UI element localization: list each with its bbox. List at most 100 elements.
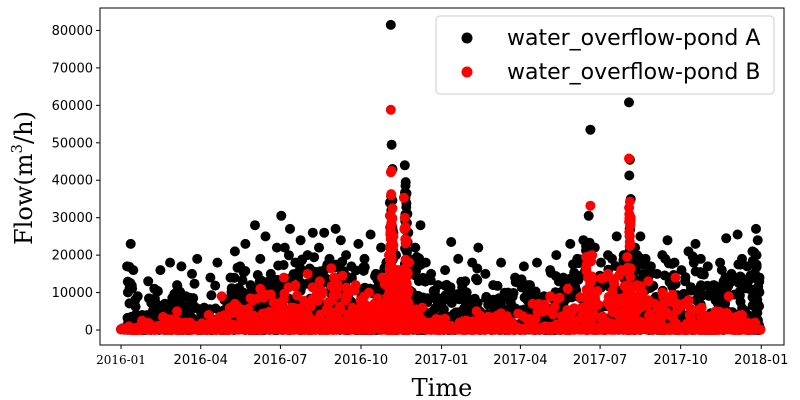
data-point xyxy=(376,242,387,253)
data-point xyxy=(229,246,240,257)
data-point xyxy=(616,265,627,276)
data-point xyxy=(622,252,633,262)
data-point-fill xyxy=(403,285,414,296)
data-point xyxy=(180,291,191,302)
data-point xyxy=(245,293,256,304)
data-point xyxy=(737,253,747,264)
data-point xyxy=(216,291,227,302)
data-point xyxy=(545,291,556,302)
data-point xyxy=(420,257,431,268)
data-point xyxy=(635,231,646,242)
data-point xyxy=(410,242,421,253)
data-point xyxy=(386,165,397,176)
data-point xyxy=(388,231,399,242)
data-point xyxy=(324,253,335,264)
data-point-fill xyxy=(554,292,565,303)
data-point-fill xyxy=(570,282,581,293)
data-point-fill xyxy=(422,293,433,304)
data-point xyxy=(187,268,197,279)
data-point xyxy=(603,250,613,261)
data-point-fill xyxy=(684,310,695,320)
data-point-fill xyxy=(292,290,303,301)
data-point-fill xyxy=(625,240,636,251)
data-point xyxy=(415,220,426,231)
data-point-fill xyxy=(625,271,636,282)
x-tick-label: 2017-10 xyxy=(653,353,707,368)
data-point-fill xyxy=(491,298,502,309)
data-point-fill xyxy=(303,311,314,321)
y-tick-label: 30000 xyxy=(52,211,93,226)
data-point xyxy=(276,210,287,221)
data-point-fill xyxy=(751,259,762,270)
data-point xyxy=(624,97,634,108)
data-point xyxy=(255,253,266,264)
data-point xyxy=(265,289,276,300)
data-point-fill xyxy=(754,301,765,312)
data-point-fill xyxy=(567,305,578,316)
data-point-fill xyxy=(127,283,138,294)
data-point-fill xyxy=(587,273,598,284)
data-point xyxy=(158,311,169,322)
data-point xyxy=(271,242,282,253)
data-point-fill xyxy=(327,295,338,306)
data-point xyxy=(245,280,256,291)
data-point-fill xyxy=(607,307,618,318)
data-point-fill xyxy=(315,309,326,320)
data-point xyxy=(488,280,499,291)
data-point xyxy=(363,287,374,298)
legend-box xyxy=(435,15,775,95)
data-point xyxy=(657,287,668,298)
data-point xyxy=(453,253,464,264)
data-point xyxy=(460,276,471,287)
x-tick-label: 2017-07 xyxy=(573,353,627,368)
data-point xyxy=(496,308,507,319)
data-point xyxy=(471,306,482,317)
data-point-fill xyxy=(549,302,560,312)
data-point-fill xyxy=(603,291,614,302)
data-point xyxy=(400,222,411,233)
y-axis-title-tail: /h) xyxy=(10,111,38,144)
data-point xyxy=(314,242,324,253)
data-point xyxy=(596,257,606,268)
data-point-fill xyxy=(417,315,428,326)
data-point-fill xyxy=(472,275,483,286)
data-point xyxy=(496,257,507,268)
data-point xyxy=(726,268,737,279)
y-tick-label: 60000 xyxy=(52,99,93,114)
data-point xyxy=(551,250,562,261)
data-point-fill xyxy=(359,262,370,273)
data-point xyxy=(326,263,337,274)
x-axis: 2016-01 2016-04 2016-07 2016-10 2017-01 2017-… xyxy=(96,345,788,368)
data-point xyxy=(384,210,395,221)
data-point xyxy=(525,280,535,291)
data-point xyxy=(467,257,478,268)
data-point-fill xyxy=(513,308,524,319)
data-point xyxy=(265,268,276,279)
data-point xyxy=(307,227,318,238)
data-point xyxy=(643,276,654,287)
data-point xyxy=(392,265,403,276)
data-point xyxy=(123,321,134,332)
data-point xyxy=(401,235,412,246)
legend: water_overflow-pond A water_overflow-pon… xyxy=(435,15,775,95)
data-point-fill xyxy=(307,282,318,293)
data-point xyxy=(192,253,203,264)
data-point xyxy=(385,19,396,30)
data-point-fill xyxy=(609,278,620,289)
data-point xyxy=(212,257,223,268)
data-point-fill xyxy=(278,260,289,270)
x-tick-label: 2016-10 xyxy=(334,353,388,368)
data-point-fill xyxy=(446,298,457,308)
x-tick-label: 2018-01 xyxy=(734,353,788,368)
y-tick-label: 70000 xyxy=(52,61,93,76)
data-point xyxy=(669,257,680,268)
data-point xyxy=(203,310,214,320)
y-axis-title: Flow(m3/h) xyxy=(8,111,38,245)
x-tick-label: 2016-04 xyxy=(174,353,228,368)
data-point xyxy=(155,265,166,276)
y-tick-label: 10000 xyxy=(52,286,93,301)
y-tick-label: 0 xyxy=(85,324,93,339)
data-point xyxy=(137,315,147,326)
data-point xyxy=(240,238,251,249)
data-point xyxy=(302,250,313,261)
